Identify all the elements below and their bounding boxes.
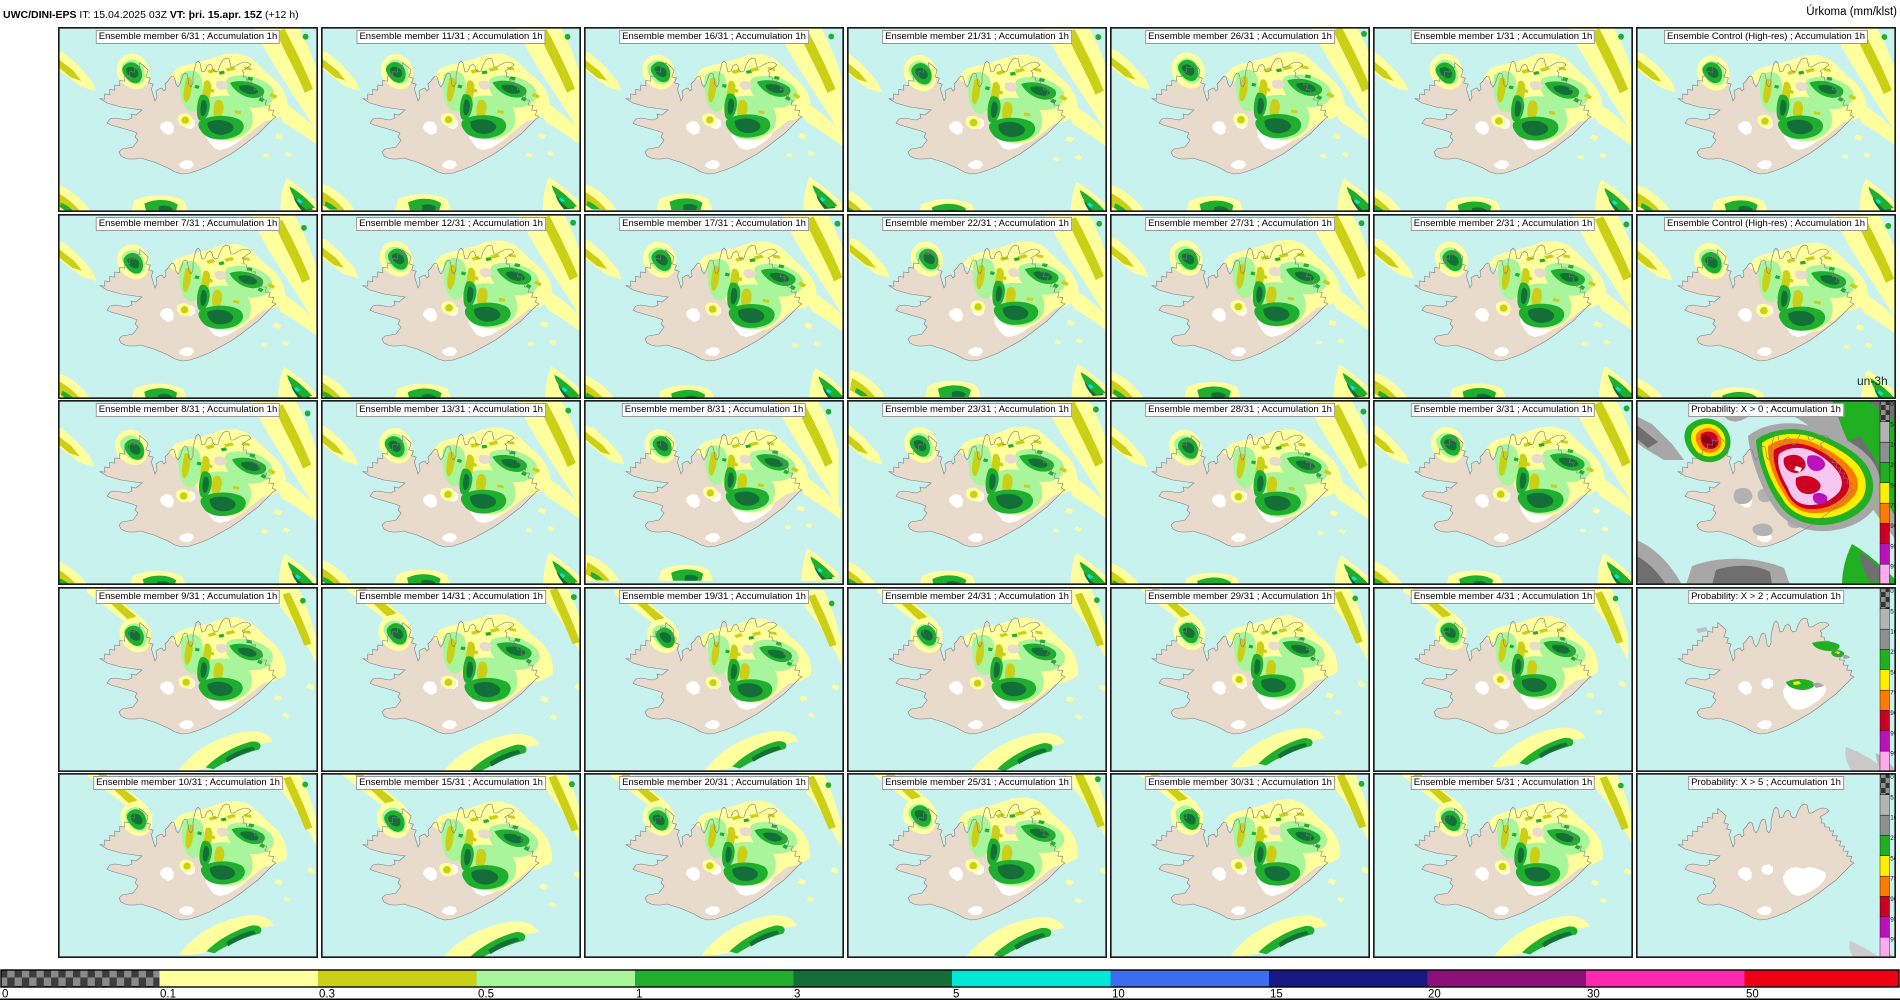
svg-text:20: 20 (1428, 989, 1441, 1000)
svg-text:5: 5 (953, 989, 959, 1000)
svg-text:0.5: 0.5 (478, 989, 494, 1000)
svg-text:1: 1 (636, 989, 642, 1000)
svg-text:50: 50 (1746, 989, 1759, 1000)
svg-text:10: 10 (1112, 989, 1125, 1000)
svg-text:0.1: 0.1 (160, 989, 176, 1000)
svg-text:0.3: 0.3 (319, 989, 335, 1000)
svg-text:30: 30 (1587, 989, 1600, 1000)
svg-text:15: 15 (1270, 989, 1283, 1000)
svg-text:3: 3 (794, 989, 800, 1000)
svg-text:0: 0 (2, 989, 8, 1000)
